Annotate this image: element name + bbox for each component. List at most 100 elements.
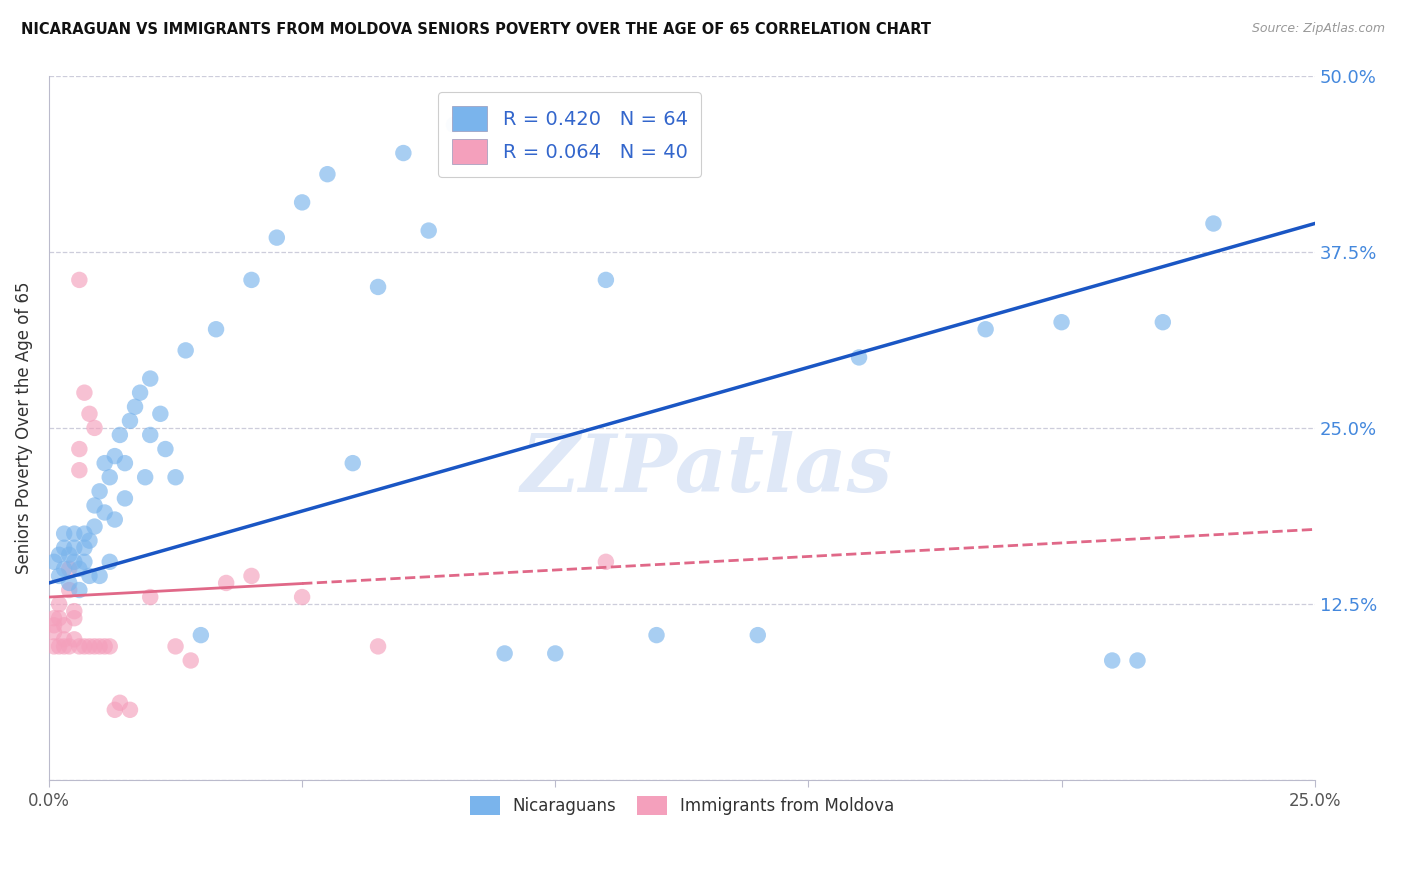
Point xyxy=(53,562,76,576)
Point xyxy=(139,590,162,604)
Point xyxy=(108,428,131,442)
Point xyxy=(67,463,90,477)
Point xyxy=(98,555,121,569)
Point xyxy=(89,640,111,654)
Point xyxy=(48,569,70,583)
Point xyxy=(1050,315,1073,329)
Point xyxy=(48,597,70,611)
Point xyxy=(114,456,136,470)
Point xyxy=(392,146,415,161)
Point xyxy=(98,640,121,654)
Point xyxy=(155,442,177,456)
Point xyxy=(104,703,127,717)
Point xyxy=(73,526,96,541)
Point xyxy=(291,195,314,210)
Point xyxy=(1152,315,1174,329)
Point xyxy=(240,569,263,583)
Point xyxy=(418,223,440,237)
Point xyxy=(266,230,288,244)
Point xyxy=(73,640,96,654)
Point xyxy=(53,618,76,632)
Point xyxy=(63,526,86,541)
Point xyxy=(67,442,90,456)
Point xyxy=(42,555,65,569)
Point xyxy=(291,590,314,604)
Point xyxy=(544,647,567,661)
Point xyxy=(53,632,76,647)
Point xyxy=(180,653,202,667)
Point xyxy=(63,611,86,625)
Point xyxy=(98,470,121,484)
Point xyxy=(1126,653,1149,667)
Text: Source: ZipAtlas.com: Source: ZipAtlas.com xyxy=(1251,22,1385,36)
Point xyxy=(89,484,111,499)
Point xyxy=(89,569,111,583)
Point xyxy=(595,273,617,287)
Point xyxy=(63,541,86,555)
Point xyxy=(93,640,115,654)
Point xyxy=(67,582,90,597)
Legend: Nicaraguans, Immigrants from Moldova: Nicaraguans, Immigrants from Moldova xyxy=(460,786,904,825)
Point xyxy=(63,555,86,569)
Point xyxy=(83,421,105,435)
Point xyxy=(165,470,187,484)
Point xyxy=(595,555,617,569)
Point xyxy=(58,576,80,591)
Point xyxy=(42,625,65,640)
Point xyxy=(134,470,156,484)
Point xyxy=(93,456,115,470)
Point xyxy=(48,548,70,562)
Point xyxy=(129,385,152,400)
Point xyxy=(139,371,162,385)
Point xyxy=(67,562,90,576)
Point xyxy=(205,322,228,336)
Point xyxy=(165,640,187,654)
Point xyxy=(494,647,516,661)
Point xyxy=(139,428,162,442)
Point xyxy=(73,555,96,569)
Point xyxy=(124,400,146,414)
Point xyxy=(367,640,389,654)
Point xyxy=(1101,653,1123,667)
Point xyxy=(79,569,101,583)
Point xyxy=(645,628,668,642)
Point xyxy=(79,407,101,421)
Point xyxy=(848,351,870,365)
Point xyxy=(58,582,80,597)
Point xyxy=(104,512,127,526)
Point xyxy=(443,118,465,132)
Point xyxy=(48,640,70,654)
Text: NICARAGUAN VS IMMIGRANTS FROM MOLDOVA SENIORS POVERTY OVER THE AGE OF 65 CORRELA: NICARAGUAN VS IMMIGRANTS FROM MOLDOVA SE… xyxy=(21,22,931,37)
Point xyxy=(83,640,105,654)
Point xyxy=(93,506,115,520)
Point xyxy=(53,640,76,654)
Text: ZIPatlas: ZIPatlas xyxy=(522,432,893,509)
Point xyxy=(83,499,105,513)
Point xyxy=(83,519,105,533)
Point xyxy=(747,628,769,642)
Point xyxy=(974,322,997,336)
Point xyxy=(73,541,96,555)
Point xyxy=(1202,217,1225,231)
Point xyxy=(108,696,131,710)
Point xyxy=(58,562,80,576)
Point xyxy=(63,632,86,647)
Point xyxy=(63,604,86,618)
Point xyxy=(104,449,127,463)
Point xyxy=(215,576,238,591)
Point xyxy=(73,385,96,400)
Point xyxy=(240,273,263,287)
Point xyxy=(53,541,76,555)
Point xyxy=(48,611,70,625)
Point xyxy=(190,628,212,642)
Point xyxy=(367,280,389,294)
Point xyxy=(114,491,136,506)
Point xyxy=(67,273,90,287)
Point xyxy=(67,640,90,654)
Point xyxy=(174,343,197,358)
Point xyxy=(342,456,364,470)
Point xyxy=(79,533,101,548)
Point xyxy=(316,167,339,181)
Point xyxy=(118,703,141,717)
Y-axis label: Seniors Poverty Over the Age of 65: Seniors Poverty Over the Age of 65 xyxy=(15,282,32,574)
